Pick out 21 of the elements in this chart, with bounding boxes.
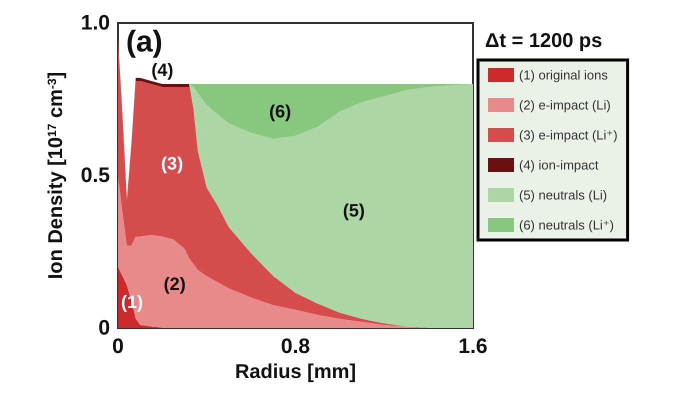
- legend-label: (6) neutrals (Li⁺): [519, 218, 614, 232]
- y-axis-title: Ion Density [1017 cm-3]: [45, 72, 67, 280]
- legend-label: (1) original ions: [519, 68, 608, 82]
- annotation: (4): [151, 60, 174, 80]
- x-tick-label: 1.6: [458, 335, 488, 358]
- y-tick-label: 0: [98, 316, 110, 340]
- y-tick-label: 1.0: [80, 12, 110, 34]
- x-tick-label: 0: [112, 335, 124, 358]
- legend-label: (5) neutrals (Li): [519, 188, 608, 202]
- y-tick-label: 0.5: [80, 164, 110, 187]
- annotation: (2): [164, 274, 186, 294]
- legend-label: (4) ion-impact: [519, 158, 599, 172]
- annotation: (a): [126, 26, 163, 58]
- text: Δt = 1200 ps: [485, 30, 602, 52]
- annotation: (3): [161, 153, 184, 174]
- legend-label: (3) e-impact (Li⁺): [519, 128, 618, 142]
- x-tick-label: 0.8: [280, 335, 310, 358]
- x-axis-title: Radius [mm]: [234, 361, 356, 383]
- legend-label: (2) e-impact (Li): [519, 98, 611, 112]
- annotation: (6): [269, 101, 292, 122]
- annotation: (5): [342, 200, 365, 221]
